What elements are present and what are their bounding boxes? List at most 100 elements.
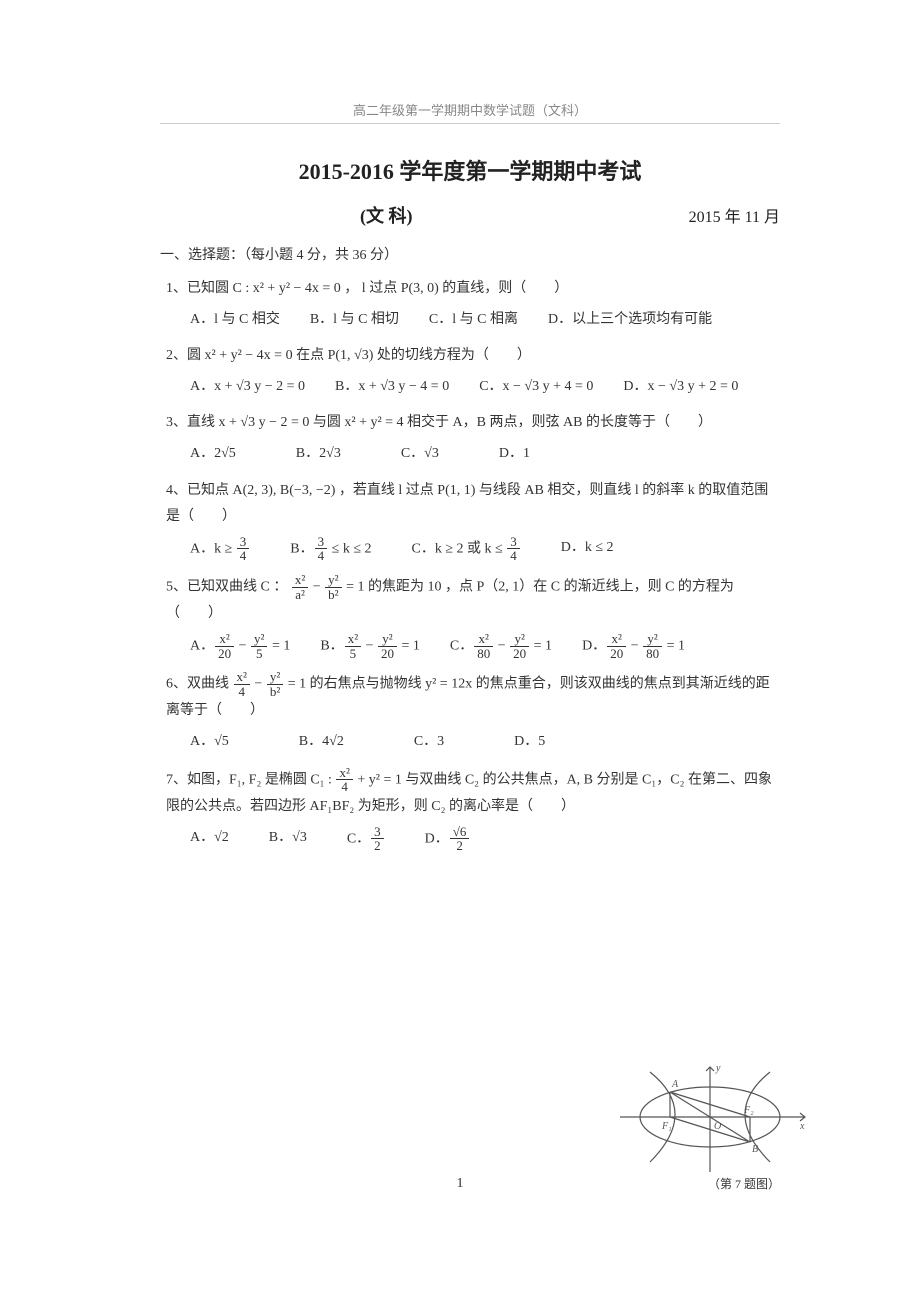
svg-text:F₁: F₁ [661,1121,672,1132]
q7-c-pre: C． [347,831,370,846]
q7-opt-c: C．32 [347,825,385,853]
svg-text:y: y [715,1063,721,1074]
eq-post: = 1 [268,638,290,653]
subtitle-row: (文 科) 2015 年 11 月 [160,202,780,228]
fraction-x2-a2: x²a² [292,573,308,601]
svg-text:B: B [752,1144,758,1155]
fraction-x2-5: x²5 [345,632,361,660]
q4-opt-b: B．34 ≤ k ≤ 2 [290,535,371,563]
svg-text:x: x [799,1121,805,1132]
eq-post: = 1 [663,638,685,653]
fraction-x2-20: x²20 [215,632,234,660]
question-6: 6、双曲线 x²4 − y²b² = 1 的右焦点与抛物线 y² = 12x 的… [160,670,780,755]
q5-opt-d: D．x²20 − y²80 = 1 [582,632,685,660]
fraction-x2-4: x²4 [336,766,352,794]
question-1: 1、已知圆 C : x² + y² − 4x = 0 ， l 过点 P(3, 0… [160,276,780,333]
q4-opt-c: C．k ≥ 2 或 k ≤ 34 [412,535,521,563]
q1-opt-c: C．l 与 C 相离 [429,307,518,334]
q4-b-pre: B． [290,541,313,556]
fraction-x2-80: x²80 [474,632,493,660]
q1-opt-d: D．以上三个选项均有可能 [548,307,712,334]
q4-opt-d: D．k ≤ 2 [561,535,614,563]
q4-a-text: A．k ≥ [190,541,236,556]
q6-stem-post: = 1 的右焦点与抛物线 y² = 12x 的焦点重合，则该双曲线的焦点到其渐近… [166,677,770,719]
fraction-x2-4: x²4 [234,670,250,698]
fraction-sqrt6-2: √62 [450,825,470,853]
question-5: 5、已知双曲线 C ： x²a² − y²b² = 1 的焦距为 10 ，点 P… [160,573,780,660]
q4-c-pre: C．k ≥ 2 或 k ≤ [412,541,507,556]
exam-date: 2015 年 11 月 [689,203,780,227]
q5-opt-b: B．x²5 − y²20 = 1 [320,632,420,660]
q5-d-pre: D． [582,638,606,653]
eq-post: = 1 [398,638,420,653]
q5-options: A．x²20 − y²5 = 1 B．x²5 − y²20 = 1 C．x²80… [190,632,780,660]
q4-options: A．k ≥ 34 B．34 ≤ k ≤ 2 C．k ≥ 2 或 k ≤ 34 D… [190,535,780,563]
eq-post: = 1 [530,638,552,653]
page-number: 1 [457,1176,464,1192]
q5-opt-a: A．x²20 − y²5 = 1 [190,632,290,660]
q2-opt-b: B．x + √3 y − 4 = 0 [335,374,449,401]
question-4: 4、已知点 A(2, 3), B(−3, −2) ，若直线 l 过点 P(1, … [160,478,780,563]
q5-stem-pre: 5、已知双曲线 C ： [166,579,287,594]
q2-opt-a: A．x + √3 y − 2 = 0 [190,374,305,401]
q6-stem: 6、双曲线 x²4 − y²b² = 1 的右焦点与抛物线 y² = 12x 的… [166,670,780,725]
q4-b-mid: ≤ k ≤ 2 [328,541,371,556]
fraction-y2-b2: y²b² [267,670,283,698]
q7-opt-b: B．√3 [269,825,307,853]
fraction-3-2: 32 [371,825,384,853]
q7-figure: A B F₁ F₂ x y O [610,1052,810,1182]
q3-opt-c: C．√3 [401,441,439,468]
q7-opt-a: A．√2 [190,825,229,853]
question-2: 2、圆 x² + y² − 4x = 0 在点 P(1, √3) 处的切线方程为… [160,343,780,400]
q1-opt-b: B．l 与 C 相切 [310,307,399,334]
subject-label: (文 科) [360,202,413,228]
q3-stem: 3、直线 x + √3 y − 2 = 0 与圆 x² + y² = 4 相交于… [166,410,780,437]
q2-stem: 2、圆 x² + y² − 4x = 0 在点 P(1, √3) 处的切线方程为… [166,343,780,370]
q3-options: A．2√5 B．2√3 C．√3 D．1 [190,441,780,468]
q7-stem-pre: 7、如图，F₁, F₂ 是椭圆 C₁ : [166,772,335,787]
q7-options: A．√2 B．√3 C．32 D．√62 [190,825,780,853]
fraction-y2-80: y²80 [643,632,662,660]
q3-opt-a: A．2√5 [190,441,236,468]
fraction-3-4: 34 [237,535,250,563]
q2-opt-c: C．x − √3 y + 4 = 0 [479,374,593,401]
fraction-x2-20: x²20 [607,632,626,660]
q6-opt-a: A．√5 [190,729,229,756]
q6-opt-b: B．4√2 [299,729,344,756]
q7-d-pre: D． [425,831,449,846]
fraction-3-4: 34 [507,535,520,563]
q1-stem: 1、已知圆 C : x² + y² − 4x = 0 ， l 过点 P(3, 0… [166,276,780,303]
q5-stem: 5、已知双曲线 C ： x²a² − y²b² = 1 的焦距为 10 ，点 P… [166,573,780,628]
q6-stem-pre: 6、双曲线 [166,677,233,692]
q2-opt-d: D．x − √3 y + 2 = 0 [623,374,738,401]
q7-figure-caption: （第 7 题图） [708,1175,780,1192]
q7-stem: 7、如图，F₁, F₂ 是椭圆 C₁ : x²4 + y² = 1 与双曲线 C… [166,766,780,821]
question-3: 3、直线 x + √3 y − 2 = 0 与圆 x² + y² = 4 相交于… [160,410,780,467]
q4-opt-a: A．k ≥ 34 [190,535,250,563]
q6-opt-c: C．3 [414,729,444,756]
q1-opt-a: A．l 与 C 相交 [190,307,280,334]
q3-opt-b: B．2√3 [296,441,341,468]
question-7: 7、如图，F₁, F₂ 是椭圆 C₁ : x²4 + y² = 1 与双曲线 C… [160,766,780,853]
q5-opt-c: C．x²80 − y²20 = 1 [450,632,552,660]
q7-opt-d: D．√62 [425,825,471,853]
q1-options: A．l 与 C 相交 B．l 与 C 相切 C．l 与 C 相离 D．以上三个选… [190,307,780,334]
svg-text:O: O [714,1121,721,1132]
q5-a-pre: A． [190,638,214,653]
exam-title: 2015-2016 学年度第一学期期中考试 [160,154,780,186]
svg-text:F₂: F₂ [743,1105,754,1116]
svg-text:A: A [671,1079,679,1090]
q4-stem: 4、已知点 A(2, 3), B(−3, −2) ，若直线 l 过点 P(1, … [166,478,780,531]
q6-opt-d: D．5 [514,729,545,756]
fraction-y2-20: y²20 [510,632,529,660]
q5-c-pre: C． [450,638,473,653]
fraction-y2-b2: y²b² [325,573,341,601]
section-1-header: 一、选择题：（每小题 4 分，共 36 分） [160,244,780,264]
q2-options: A．x + √3 y − 2 = 0 B．x + √3 y − 4 = 0 C．… [190,374,780,401]
q6-options: A．√5 B．4√2 C．3 D．5 [190,729,780,756]
q5-b-pre: B． [320,638,343,653]
q3-opt-d: D．1 [499,441,530,468]
fraction-y2-5: y²5 [251,632,267,660]
fraction-3-4: 34 [315,535,328,563]
page-header: 高二年级第一学期期中数学试题（文科） [160,100,780,124]
